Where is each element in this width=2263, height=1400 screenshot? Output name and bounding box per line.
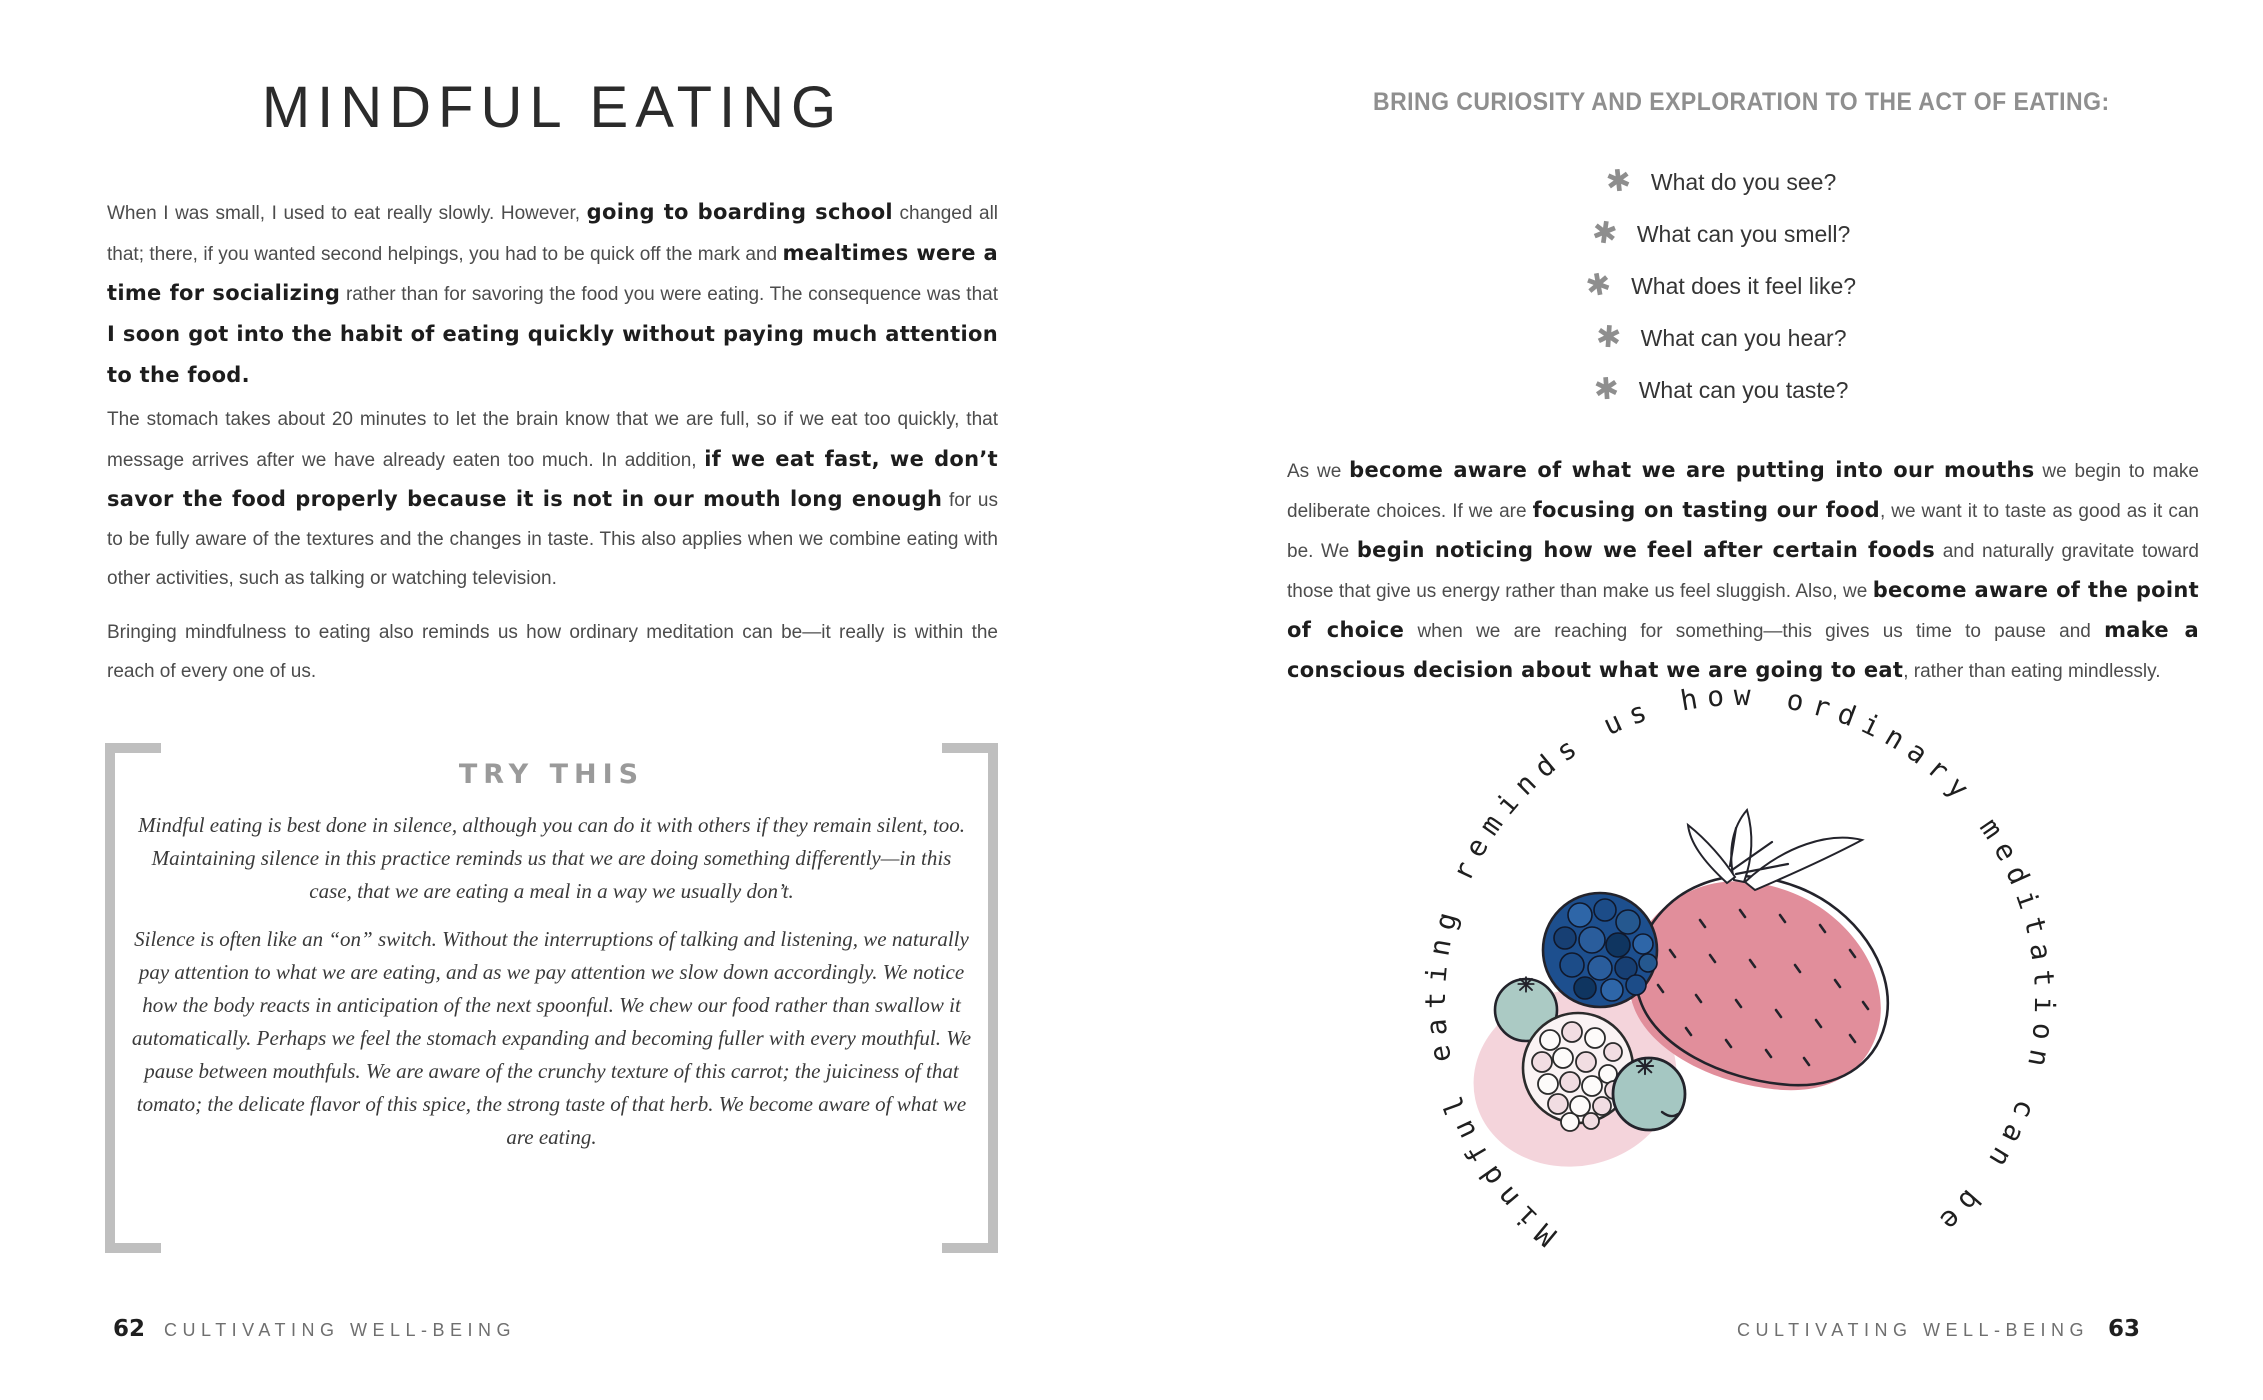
- asterisk-icon: ✱: [1604, 163, 1633, 200]
- left-page-footer: 62 CULTIVATING WELL-BEING: [113, 1316, 516, 1342]
- question-item: ✱ What can you hear?: [1201, 312, 2241, 364]
- stomach-paragraph: The stomach takes about 20 minutes to le…: [107, 401, 998, 599]
- emphasis-text: mealtimes were a time for socializing: [107, 240, 998, 306]
- left-bracket-decoration: [105, 743, 161, 1253]
- asterisk-icon: ✱: [1589, 215, 1620, 252]
- question-text: What can you hear?: [1640, 324, 1847, 351]
- try-this-heading: TRY THIS: [458, 759, 645, 790]
- strawberry-leaves: [1686, 807, 1865, 892]
- try-this-paragraph: Silence is often like an “on” switch. Wi…: [131, 927, 972, 1149]
- body-text: changed all that; there, if you wanted s…: [107, 203, 999, 265]
- intro-paragraph: When I was small, I used to eat really s…: [107, 193, 998, 397]
- question-item: ✱ What can you smell?: [1201, 208, 2241, 260]
- asterisk-icon: ✱: [1594, 320, 1622, 355]
- mindfulness-paragraph: Bringing mindfulness to eating also remi…: [107, 614, 998, 691]
- body-text: When I was small, I used to eat really s…: [107, 203, 587, 224]
- strawberry: [1628, 874, 1890, 1091]
- questions-list: ✱ What do you see? ✱ What can you smell? ✱ Wh…: [1201, 156, 2241, 416]
- page-number: 62: [113, 1316, 146, 1342]
- question-text: What do you see?: [1650, 168, 1837, 195]
- body-text: Bringing mindfulness to eating also remi…: [107, 622, 998, 682]
- running-head: CULTIVATING WELL-BEING: [1736, 1320, 2089, 1340]
- emphasis-text: become aware of the point of choice: [1287, 578, 2199, 642]
- blackberry: [1541, 891, 1659, 1009]
- curiosity-heading-text: BRING CURIOSITY AND EXPLORATION TO THE A…: [1372, 88, 2110, 116]
- body-text: we begin to make deliberate choices. If …: [1287, 461, 2199, 522]
- body-text: , we want it to taste as good as it can …: [1287, 501, 2199, 562]
- left-page: MINDFUL EATING When I was small, I used …: [0, 0, 1131, 1400]
- question-text: What can you smell?: [1636, 220, 1851, 247]
- emphasis-text: I soon got into the habit of eating quic…: [107, 322, 998, 387]
- blueberry-bottom: [1611, 1056, 1687, 1132]
- running-head: CULTIVATING WELL-BEING: [164, 1320, 517, 1340]
- body-text: , rather than eating mindlessly.: [1903, 661, 2161, 682]
- try-this-paragraph: Mindful eating is best done in silence, …: [138, 813, 965, 903]
- page-title: MINDFUL EATING: [261, 75, 844, 140]
- question-text: What can you taste?: [1638, 376, 1849, 403]
- emphasis-text: if we eat fast, we don’t savor the food …: [107, 446, 998, 512]
- try-this-box: TRY THIS Mindful eating is best done in …: [105, 743, 998, 1253]
- question-item: ✱ What do you see?: [1201, 156, 2241, 208]
- question-item: ✱ What can you taste?: [1201, 364, 2241, 416]
- question-text: What does it feel like?: [1631, 272, 1857, 299]
- strawberry-seeds: [1656, 908, 1870, 1067]
- asterisk-icon: ✱: [1592, 372, 1620, 407]
- emphasis-text: begin noticing how we feel after certain…: [1356, 538, 1936, 562]
- curiosity-heading: BRING CURIOSITY AND EXPLORATION TO THE A…: [1221, 88, 2261, 117]
- right-bracket-decoration: [942, 743, 998, 1253]
- berries-illustration: Mindful eating reminds us how ordinary m…: [1400, 670, 2100, 1310]
- asterisk-icon: ✱: [1583, 267, 1614, 304]
- page-number: 63: [2107, 1316, 2140, 1342]
- emphasis-text: make a conscious decision about what we …: [1287, 618, 2199, 682]
- body-text: and naturally gravitate toward those tha…: [1287, 541, 2199, 602]
- body-text: As we: [1287, 461, 1350, 482]
- body-text: rather than for savoring the food you we…: [340, 284, 998, 306]
- body-text: The stomach takes about 20 minutes to le…: [107, 409, 998, 471]
- body-text: for us to be fully aware of the textures…: [107, 490, 998, 589]
- awareness-paragraph: As we become aware of what we are puttin…: [1287, 451, 2199, 691]
- emphasis-text: going to boarding school: [586, 200, 893, 224]
- right-page-footer: CULTIVATING WELL-BEING 63: [1737, 1316, 2140, 1342]
- emphasis-text: become aware of what we are putting into…: [1349, 458, 2035, 482]
- emphasis-text: focusing on tasting our food: [1532, 498, 1880, 522]
- question-item: ✱ What does it feel like?: [1201, 260, 2241, 312]
- right-page: BRING CURIOSITY AND EXPLORATION TO THE A…: [1131, 0, 2263, 1400]
- body-text: when we are reaching for something—this …: [1404, 621, 2105, 642]
